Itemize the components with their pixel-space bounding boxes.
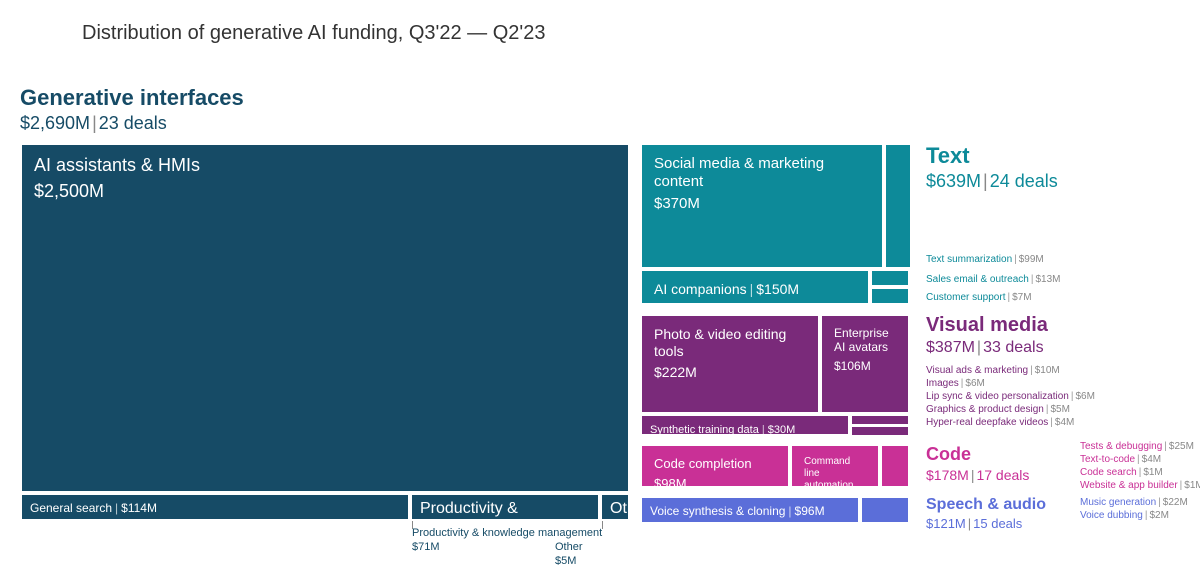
block-general-search: General search|$114M [20, 493, 410, 521]
side-label-music-gen: Music generation|$22M [1080, 496, 1188, 510]
block-other: Other$5M [600, 493, 630, 521]
category-name: Speech & audio [926, 496, 1046, 514]
block-ai-assistants: AI assistants & HMIs$2,500M [20, 143, 630, 493]
side-label-graphics-design: Graphics & product design|$5M [926, 403, 1070, 417]
side-label-voice-dub: Voice dubbing|$2M [1080, 509, 1169, 523]
block-productivity: Productivity & knowledge management$71M [410, 493, 600, 521]
category-stats: $2,690M|23 deals [20, 113, 244, 134]
side-label-code-search: Code search|$1M [1080, 466, 1163, 480]
side-label-sales-email: Sales email & outreach|$13M [926, 273, 1060, 287]
block-text-summ [884, 143, 912, 269]
category-header-code: Code $178M|17 deals [926, 444, 1029, 483]
side-label-web-app-builder: Website & app builder|$1M [1080, 479, 1200, 493]
category-stats: $387M|33 deals [926, 339, 1048, 357]
side-label-text-summ: Text summarization|$99M [926, 253, 1044, 267]
category-stats: $121M|15 deals [926, 516, 1046, 531]
category-name: Generative interfaces [20, 85, 244, 111]
block-social-media: Social media & marketing content$370M [640, 143, 884, 269]
category-header-text: Text$639M|24 deals [926, 143, 1058, 192]
category-header-visual: Visual media $387M|33 deals [926, 314, 1048, 357]
block-voice-synth: Voice synthesis & cloning|$96M [640, 496, 860, 524]
side-label-lip-sync: Lip sync & video personalization|$6M [926, 390, 1095, 404]
side-label-tests-debug: Tests & debugging|$25M [1080, 440, 1194, 454]
side-label-images: Images|$6M [926, 377, 985, 391]
block-synthetic-training: Synthetic training data|$30M [640, 414, 850, 436]
block-photo-video: Photo & video editing tools$222M [640, 314, 820, 414]
side-label-text-to-code: Text-to-code|$4M [1080, 453, 1161, 467]
category-stats: $639M|24 deals [926, 171, 1058, 192]
category-name: Visual media [926, 314, 1048, 337]
block-sales-email [870, 269, 910, 287]
label-other: Other$5M [555, 540, 583, 569]
category-stats: $178M|17 deals [926, 467, 1029, 483]
block-images [850, 425, 910, 437]
block-customer-support [870, 287, 910, 305]
chart-title: Distribution of generative AI funding, Q… [82, 22, 545, 45]
block-code-completion: Code completion$98M [640, 444, 790, 488]
block-music-gen [860, 496, 910, 524]
side-label-customer-support: Customer support|$7M [926, 291, 1032, 305]
category-header-interfaces: Generative interfaces$2,690M|23 deals [20, 85, 244, 134]
block-ai-companions: AI companions|$150M [640, 269, 870, 305]
block-cmd-line: Command line automation$50M [790, 444, 880, 488]
side-label-deepfake: Hyper-real deepfake videos|$4M [926, 416, 1074, 430]
block-enterprise-avatars: Enterprise AI avatars$106M [820, 314, 910, 414]
side-label-visual-ads: Visual ads & marketing|$10M [926, 364, 1060, 378]
block-tests-debug [880, 444, 910, 488]
category-name: Text [926, 143, 1058, 169]
category-name: Code [926, 444, 1029, 465]
category-header-speech: Speech & audio $121M|15 deals [926, 496, 1046, 531]
